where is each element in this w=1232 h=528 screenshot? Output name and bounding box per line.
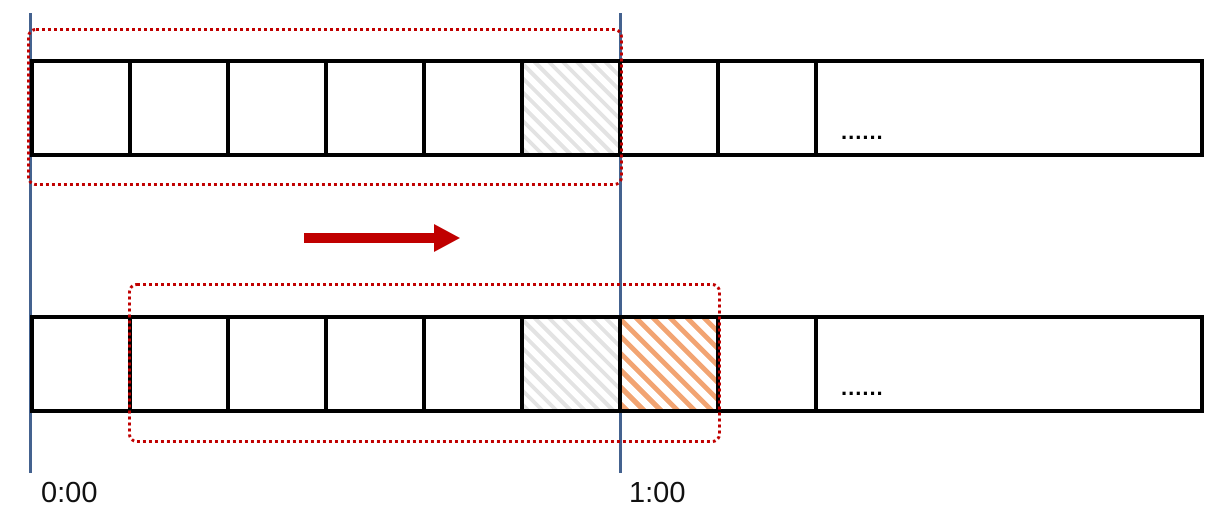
timeline-segment: [426, 319, 524, 409]
time-label-end: 1:00: [629, 477, 686, 509]
timeline-segment-hatch-orange: [622, 319, 720, 409]
timeline-segment: [328, 319, 426, 409]
timeline-segment-hatch-gray: [524, 319, 622, 409]
window-outline-top: [27, 28, 623, 186]
timeline-segment: [132, 319, 230, 409]
timeline-segment: [132, 63, 230, 153]
timeline-segment: [34, 319, 132, 409]
shift-right-arrow-icon: [304, 224, 460, 252]
timeline-segment: [720, 63, 818, 153]
timeline-segment: [34, 63, 132, 153]
timeline-segment: [328, 63, 426, 153]
time-guide-line-start: [29, 13, 32, 473]
timeline-segment: [720, 319, 818, 409]
timeline-segment: [622, 63, 720, 153]
timeline-segment: [426, 63, 524, 153]
timeline-segment: [230, 63, 328, 153]
window-outline-bottom: [128, 283, 721, 443]
ellipsis-text-bottom: ......: [841, 375, 884, 400]
timeline-bar-bottom: [30, 315, 1204, 413]
ellipsis-text-top: ......: [841, 119, 884, 144]
timeline-bar-top: [30, 59, 1204, 157]
time-guide-line-end: [619, 13, 622, 473]
timeline-segment-continuation: [818, 319, 1200, 409]
timeline-segment-continuation: [818, 63, 1200, 153]
time-label-start: 0:00: [41, 477, 98, 509]
timeline-segment: [230, 319, 328, 409]
